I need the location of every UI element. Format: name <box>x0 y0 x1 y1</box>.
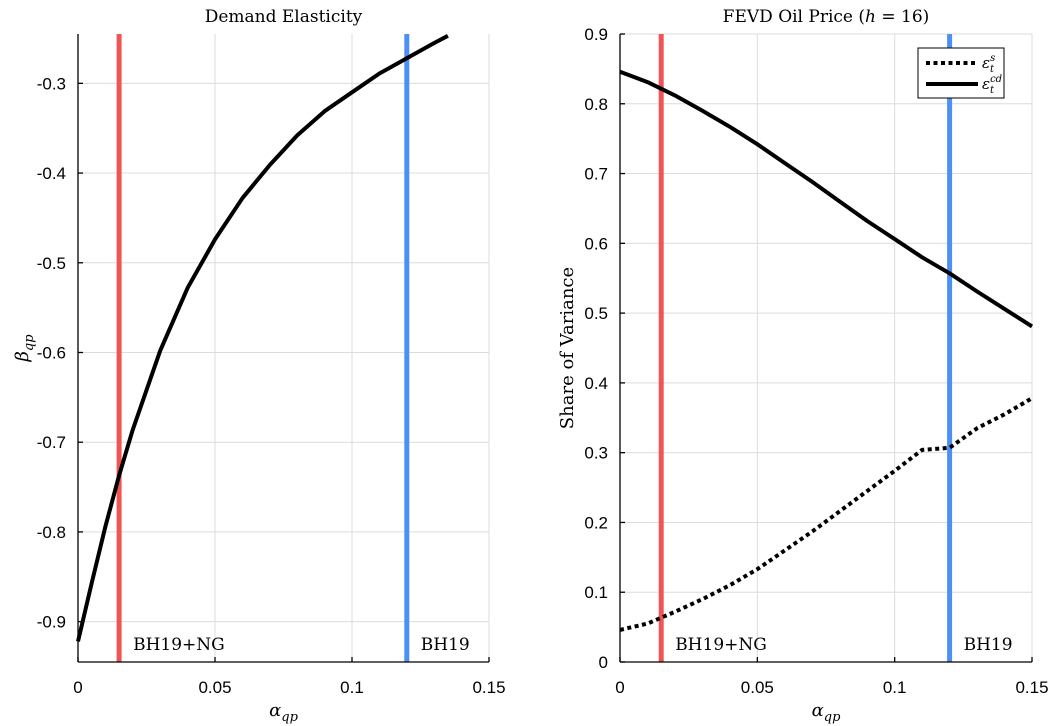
reference-label: BH19 <box>964 635 1013 655</box>
y-tick-label: -0.6 <box>37 343 66 362</box>
x-axis-label: αqp <box>812 700 841 725</box>
series-line-elasticity <box>76 34 449 642</box>
x-tick-label: 0 <box>615 678 624 697</box>
y-axis-label: βqp <box>12 334 37 363</box>
demand-elasticity-panel: BH19+NG BH19 0 0.05 0.1 0.15 -0.9 -0.8 -0.7 -0.6 -… <box>12 7 506 725</box>
y-tick-label: 0.1 <box>584 583 608 602</box>
y-tick-label: -0.4 <box>37 164 66 183</box>
x-tick-label: 0.05 <box>198 678 231 697</box>
reference-label: BH19+NG <box>675 635 767 655</box>
x-axis-label: αqp <box>269 700 298 725</box>
chart-title: Demand Elasticity <box>205 7 363 27</box>
y-axis-label: Share of Variance <box>557 267 578 429</box>
x-tick-label: 0.1 <box>340 678 364 697</box>
reference-label: BH19+NG <box>133 635 225 655</box>
legend-label: εs t <box>982 53 995 75</box>
x-tick-label: 0.15 <box>472 678 505 697</box>
series-line-eps-s <box>619 396 1034 632</box>
x-tick-label: 0.05 <box>741 678 774 697</box>
x-tick-label: 0.1 <box>883 678 907 697</box>
y-tick-label: 0.4 <box>584 374 608 393</box>
x-tick-label: 0 <box>73 678 82 697</box>
y-tick-label: 0 <box>599 653 608 672</box>
fevd-oil-price-panel: BH19+NG BH19 0 0.05 0.1 0.15 0 0.1 0.2 0.3 0.4 0.5 0… <box>557 7 1049 725</box>
y-tick-label: -0.5 <box>37 254 66 273</box>
y-tick-label: 0.3 <box>584 444 608 463</box>
y-tick-label: 0.8 <box>584 95 608 114</box>
y-tick-label: -0.3 <box>37 74 66 93</box>
y-tick-label: 0.2 <box>584 513 608 532</box>
reference-label: BH19 <box>421 635 470 655</box>
series-line-eps-cd <box>619 69 1034 329</box>
chart-title: FEVD Oil Price (h = 16) <box>723 7 930 27</box>
y-tick-label: 0.7 <box>584 165 608 184</box>
legend-box <box>917 47 1005 99</box>
y-tick-label: -0.9 <box>37 613 66 632</box>
legend-label: εcd t <box>982 74 1002 96</box>
y-tick-label: 0.6 <box>584 234 608 253</box>
y-tick-label: 0.9 <box>584 25 608 44</box>
x-tick-label: 0.15 <box>1015 678 1048 697</box>
y-tick-label: -0.8 <box>37 523 66 542</box>
y-tick-label: -0.7 <box>37 433 66 452</box>
y-tick-label: 0.5 <box>584 304 608 323</box>
